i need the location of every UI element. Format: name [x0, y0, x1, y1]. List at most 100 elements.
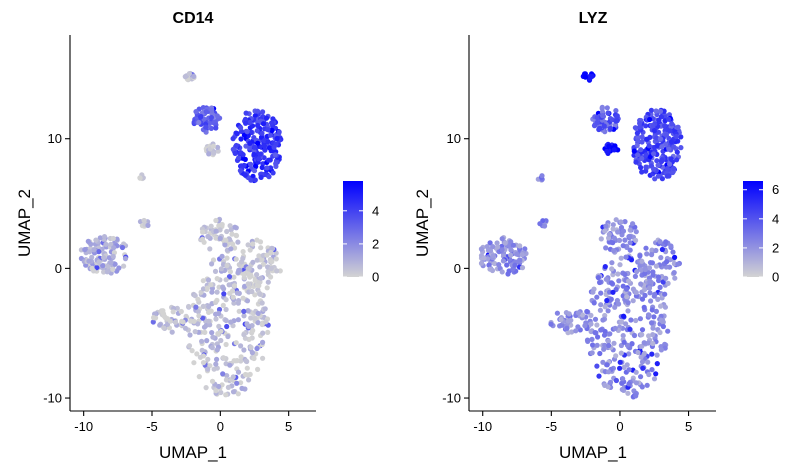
scatter-point — [633, 393, 639, 399]
scatter-point — [224, 255, 230, 261]
colorbar-tick-label: 0 — [772, 270, 779, 285]
panel-lyz: LYZ -10 -5 0 5 -10 0 10 UMAP_1 UMAP_2 0 2 4 6 — [413, 10, 779, 462]
scatter-point — [213, 217, 219, 224]
scatter-point — [637, 316, 644, 322]
scatter-point — [633, 237, 639, 243]
scatter-point — [670, 165, 677, 172]
scatter-point — [226, 282, 232, 288]
scatter-point — [657, 329, 663, 336]
scatter-point — [110, 253, 116, 259]
scatter-point — [603, 245, 609, 251]
scatter-point — [635, 152, 641, 158]
scatter-point — [248, 315, 254, 321]
scatter-point — [495, 244, 501, 250]
scatter-point — [659, 144, 665, 150]
scatter-point — [213, 228, 219, 234]
scatter-point — [245, 308, 251, 314]
scatter-point — [258, 245, 264, 251]
scatter-point — [238, 136, 244, 142]
scatter-point — [252, 113, 258, 119]
scatter-point — [205, 233, 211, 240]
scatter-point — [519, 265, 526, 271]
scatter-point — [633, 159, 639, 165]
scatter-point — [206, 304, 212, 310]
scatter-point — [210, 334, 216, 340]
scatter-point — [180, 319, 186, 325]
scatter-point — [490, 244, 496, 250]
scatter-point — [640, 365, 646, 371]
scatter-point — [100, 263, 106, 269]
scatter-point — [589, 350, 595, 356]
scatter-point — [196, 119, 202, 126]
scatter-point — [618, 255, 624, 261]
scatter-point — [610, 289, 616, 295]
scatter-point — [259, 321, 265, 328]
scatter-point — [223, 392, 229, 398]
scatter-point — [508, 239, 514, 245]
scatter-point — [642, 292, 648, 298]
scatter-point — [514, 251, 520, 257]
scatter-point — [104, 269, 110, 275]
scatter-point — [597, 307, 604, 313]
scatter-point — [657, 136, 664, 142]
scatter-point — [255, 108, 261, 114]
scatter-point — [226, 274, 233, 280]
scatter-point — [213, 235, 219, 241]
scatter-point — [623, 286, 630, 292]
scatter-point — [625, 308, 631, 314]
scatter-point — [670, 249, 676, 255]
scatter-point — [259, 256, 265, 263]
axis-ticks: -10 -5 0 5 -10 0 10 — [442, 131, 692, 434]
scatter-point — [268, 249, 274, 256]
scatter-point — [654, 352, 660, 358]
scatter-point — [675, 261, 681, 267]
scatter-point — [618, 350, 624, 356]
scatter-point — [199, 347, 205, 353]
scatter-point — [662, 123, 668, 129]
scatter-point — [510, 266, 516, 272]
scatter-point — [638, 147, 644, 153]
scatter-point — [637, 120, 643, 126]
scatter-point — [200, 278, 206, 284]
scatter-point — [269, 245, 275, 251]
scatter-point — [649, 307, 655, 313]
scatter-point — [665, 280, 671, 286]
scatter-point — [203, 124, 209, 130]
scatter-point — [565, 330, 571, 336]
scatter-point — [273, 256, 279, 262]
scatter-point — [508, 247, 514, 253]
scatter-point — [587, 73, 593, 79]
scatter-point — [614, 297, 621, 304]
scatter-point — [559, 322, 565, 328]
scatter-point — [499, 247, 505, 253]
scatter-point — [234, 290, 240, 296]
scatter-point — [263, 115, 270, 121]
scatter-point — [675, 124, 681, 130]
scatter-point — [189, 348, 195, 354]
scatter-point — [481, 255, 487, 261]
scatter-point — [111, 245, 117, 251]
scatter-point — [209, 378, 216, 384]
scatter-point — [614, 113, 620, 119]
scatter-point — [678, 145, 684, 151]
scatter-point — [662, 304, 669, 310]
scatter-point — [82, 247, 88, 253]
colorbar — [743, 181, 763, 277]
scatter-point — [214, 276, 220, 282]
panel-cd14: CD14 -10 -5 0 5 -10 0 10 UMAP_1 UMAP_2 0 2 4 — [15, 10, 379, 462]
scatter-point — [187, 332, 193, 338]
scatter-point — [252, 278, 258, 284]
scatter-point — [191, 360, 197, 366]
scatter-point — [276, 129, 282, 135]
scatter-point — [632, 125, 639, 131]
scatter-point — [537, 221, 543, 227]
scatter-point — [617, 365, 623, 371]
scatter-point — [663, 275, 669, 281]
scatter-point — [264, 252, 270, 258]
scatter-point — [594, 363, 600, 369]
scatter-point — [254, 272, 260, 278]
scatter-point — [639, 327, 646, 333]
scatter-point — [236, 308, 242, 314]
scatter-point — [244, 298, 251, 304]
scatter-point — [512, 262, 518, 268]
